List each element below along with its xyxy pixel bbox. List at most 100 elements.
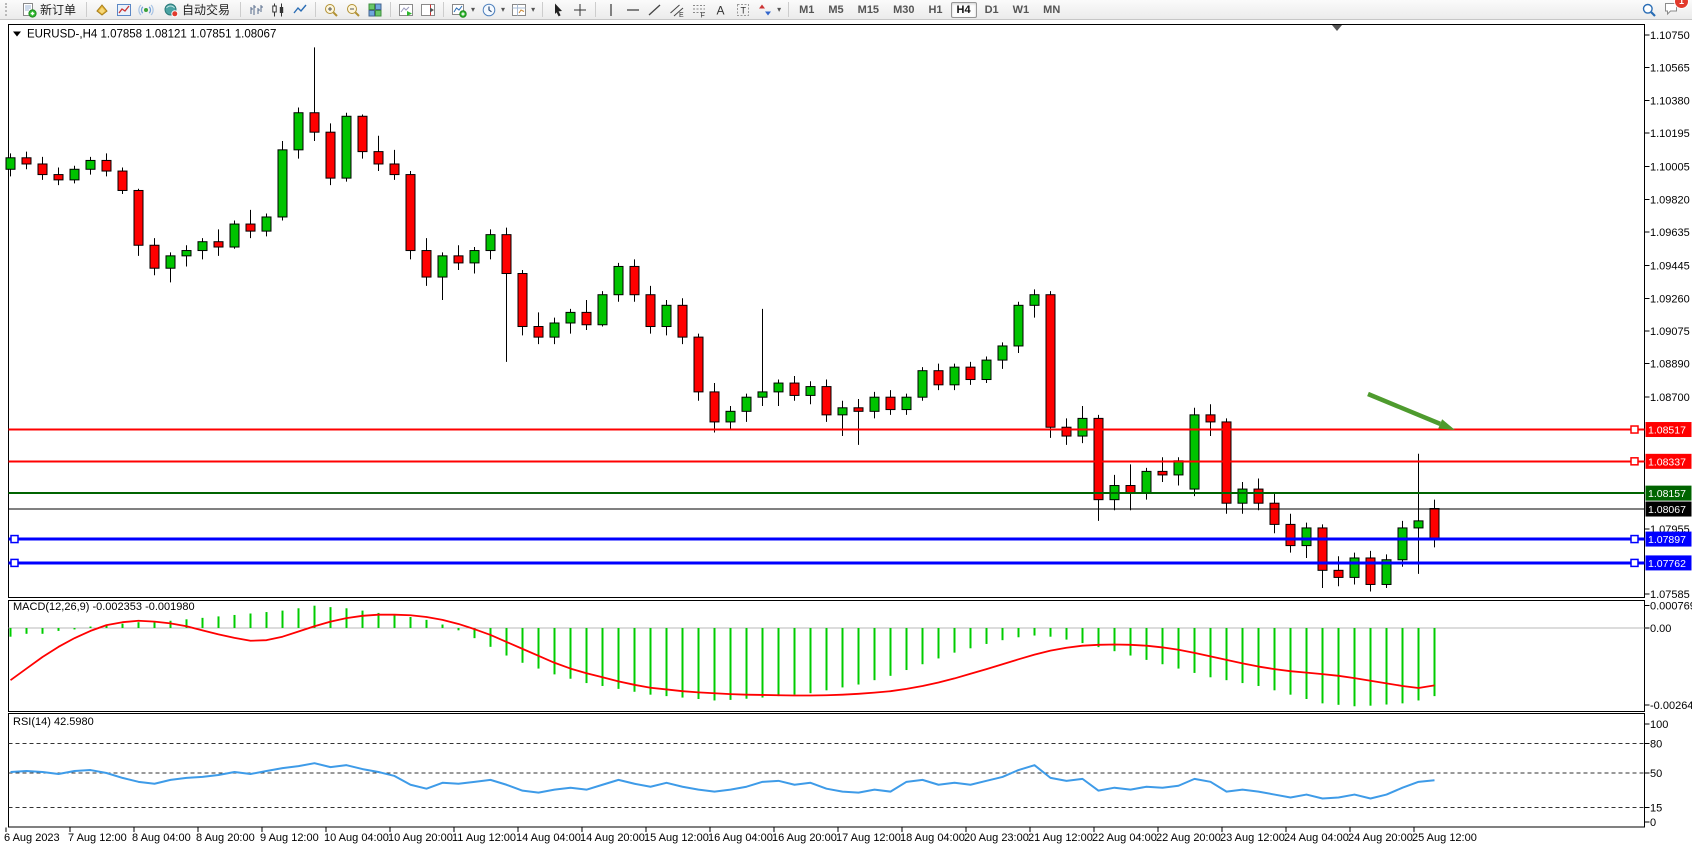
time-tick-label: 16 Aug 04:00 xyxy=(708,832,773,844)
horizontal-line-button[interactable] xyxy=(622,1,644,19)
timeframe-group: M1 M5 M15 M30 H1 H4 D1 W1 MN xyxy=(793,1,1066,18)
price-tag-label: 1.08337 xyxy=(1648,456,1686,468)
profiles-icon xyxy=(94,2,110,18)
tile-windows-button[interactable] xyxy=(364,1,386,19)
arrow-annotation[interactable] xyxy=(1367,391,1455,430)
price-tag-label: 1.07762 xyxy=(1648,558,1686,570)
trendline-button[interactable] xyxy=(644,1,666,19)
equidistant-channel-button[interactable]: E xyxy=(666,1,688,19)
signals-button[interactable] xyxy=(135,1,157,19)
text-button[interactable]: A xyxy=(710,1,732,19)
separator xyxy=(443,2,445,17)
auto-scroll-icon xyxy=(398,2,414,18)
timeframe-D1[interactable]: D1 xyxy=(979,2,1005,18)
macd-signal-line xyxy=(9,613,1435,697)
price-tick-label: 1.10565 xyxy=(1650,63,1690,75)
chat-button-wrap: 1 xyxy=(1660,0,1689,21)
line-chart-icon xyxy=(292,2,308,18)
zoom-in-button[interactable] xyxy=(320,1,342,19)
timeframe-MN[interactable]: MN xyxy=(1037,2,1066,18)
time-tick-label: 7 Aug 12:00 xyxy=(68,832,127,844)
zoom-out-button[interactable] xyxy=(342,1,364,19)
auto-scroll-button[interactable] xyxy=(395,1,417,19)
hline-1.08337[interactable]: 1.08337 xyxy=(8,453,1692,469)
svg-text:E: E xyxy=(679,12,684,18)
profiles-button[interactable] xyxy=(91,1,113,19)
new-order-button[interactable]: 新订单 xyxy=(15,1,82,19)
autotrading-button[interactable]: 自动交易 xyxy=(157,1,236,19)
timeframe-M1[interactable]: M1 xyxy=(793,2,820,18)
fibonacci-button[interactable]: F xyxy=(688,1,710,19)
time-tick-label: 17 Aug 12:00 xyxy=(836,832,901,844)
chart-shift-marker[interactable] xyxy=(1332,25,1342,31)
separator xyxy=(390,2,392,17)
time-tick-label: 18 Aug 04:00 xyxy=(900,832,965,844)
rsi-pane[interactable] xyxy=(8,713,1645,828)
chart-shift-button[interactable] xyxy=(417,1,439,19)
price-axis: 1.10750 1.10565 1.10380 1.10195 1.10005 1.098… xyxy=(1644,30,1690,601)
price-tag-label: 1.08067 xyxy=(1648,504,1686,516)
macd-indicator: MACD(12,26,9) -0.002353 -0.001980 0.00076… xyxy=(8,601,1692,712)
horizontal-line-icon xyxy=(625,2,641,18)
quick-trade-expander[interactable] xyxy=(13,31,21,37)
timeframe-H1[interactable]: H1 xyxy=(922,2,948,18)
main-pane[interactable] xyxy=(8,24,1645,598)
price-tag xyxy=(1645,501,1692,517)
rsi-indicator: RSI(14) 42.5980 100 80 50 15 0 xyxy=(8,716,1668,829)
arrows-icon xyxy=(757,2,773,18)
time-tick-label: 14 Aug 20:00 xyxy=(580,832,645,844)
line-chart-button[interactable] xyxy=(289,1,311,19)
market-watch-icon xyxy=(116,2,132,18)
timeframe-W1[interactable]: W1 xyxy=(1007,2,1036,18)
search-button[interactable] xyxy=(1638,1,1660,19)
cursor-button[interactable] xyxy=(547,1,569,19)
toolbar-drag-handle[interactable] xyxy=(5,3,11,16)
text-label-icon: T xyxy=(735,2,751,18)
autotrading-label: 自动交易 xyxy=(182,3,231,17)
price-tag xyxy=(1645,555,1692,571)
price-tag xyxy=(1645,485,1692,501)
rsi-line xyxy=(10,762,1435,800)
rsi-label: RSI(14) 42.5980 xyxy=(13,716,94,728)
price-tag-label: 1.08517 xyxy=(1648,425,1686,437)
separator xyxy=(86,2,88,17)
zoom-out-icon xyxy=(345,2,361,18)
periods-button[interactable]: ▾ xyxy=(478,1,508,19)
notification-badge[interactable]: 1 xyxy=(1674,0,1689,9)
chart-shift-icon xyxy=(420,2,436,18)
hline-1.08157[interactable]: 1.08157 xyxy=(8,485,1692,501)
crosshair-button[interactable] xyxy=(569,1,591,19)
hline-1.08517[interactable]: 1.08517 xyxy=(8,422,1692,438)
time-tick-label: 25 Aug 12:00 xyxy=(1412,832,1477,844)
price-tick-label: 1.10750 xyxy=(1650,30,1690,42)
arrows-button[interactable]: ▾ xyxy=(754,1,784,19)
macd-axis-label: -0.002648 xyxy=(1650,700,1692,712)
timeframe-M15[interactable]: M15 xyxy=(852,2,885,18)
time-axis[interactable]: 6 Aug 2023 7 Aug 12:00 8 Aug 04:00 8 Aug 20… xyxy=(4,827,1477,845)
vertical-line-button[interactable] xyxy=(600,1,622,19)
timeframe-H4[interactable]: H4 xyxy=(950,1,977,18)
time-tick-label: 20 Aug 23:00 xyxy=(964,832,1029,844)
templates-button[interactable]: ▾ xyxy=(508,1,538,19)
market-watch-button[interactable] xyxy=(113,1,135,19)
indicators-button[interactable]: ▾ xyxy=(448,1,478,19)
hline-1.07897[interactable]: 1.07897 xyxy=(8,531,1692,547)
time-tick-label: 23 Aug 12:00 xyxy=(1220,832,1285,844)
hline-1.07762[interactable]: 1.07762 xyxy=(8,555,1692,571)
time-tick-label: 24 Aug 04:00 xyxy=(1284,832,1349,844)
price-tick-label: 1.09635 xyxy=(1650,227,1690,239)
timeframe-M30[interactable]: M30 xyxy=(887,2,920,18)
indicators-icon xyxy=(451,2,467,18)
dropdown-caret: ▾ xyxy=(777,4,782,14)
text-label-button[interactable]: T xyxy=(732,1,754,19)
separator xyxy=(542,2,544,17)
candlestick-chart-button[interactable] xyxy=(267,1,289,19)
price-tick-label: 1.08700 xyxy=(1650,392,1690,404)
timeframe-M5[interactable]: M5 xyxy=(822,2,849,18)
hline-1.08067[interactable]: 1.08067 xyxy=(8,501,1692,517)
bar-chart-button[interactable] xyxy=(245,1,267,19)
signals-icon xyxy=(138,2,154,18)
new-order-label: 新订单 xyxy=(40,3,77,17)
